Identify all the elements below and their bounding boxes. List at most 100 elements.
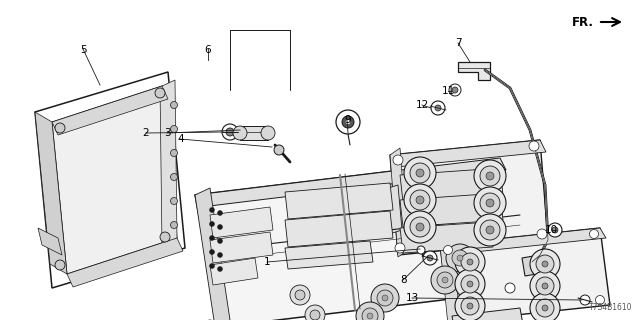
Circle shape [431,101,445,115]
Circle shape [461,297,479,315]
Circle shape [431,266,459,294]
Circle shape [55,123,65,133]
Circle shape [336,110,360,134]
Polygon shape [440,238,460,320]
Text: 5: 5 [80,44,86,55]
Circle shape [536,299,554,317]
Circle shape [209,236,214,241]
Circle shape [474,214,506,246]
Circle shape [342,116,354,128]
Polygon shape [35,72,185,288]
Text: 12: 12 [416,100,429,110]
Text: 8: 8 [400,275,406,285]
Circle shape [542,261,548,267]
Polygon shape [285,241,373,269]
Circle shape [295,290,305,300]
Circle shape [209,221,214,227]
Polygon shape [382,185,402,235]
Polygon shape [390,140,546,167]
Polygon shape [38,228,62,255]
Polygon shape [285,211,393,247]
Circle shape [393,155,403,165]
Circle shape [548,223,562,237]
Polygon shape [67,238,183,287]
Circle shape [444,245,452,254]
Polygon shape [210,258,258,285]
Text: 11: 11 [442,86,454,96]
Text: FR.: FR. [572,15,594,28]
Polygon shape [522,254,548,276]
Circle shape [367,313,373,319]
Circle shape [449,84,461,96]
Circle shape [222,124,238,140]
Circle shape [371,284,399,312]
Text: 9: 9 [344,115,351,125]
Circle shape [410,163,430,183]
Circle shape [452,87,458,93]
Circle shape [310,310,320,320]
Polygon shape [195,158,506,207]
Circle shape [505,283,515,293]
Circle shape [529,141,539,151]
Circle shape [218,267,223,271]
Circle shape [410,190,430,210]
Circle shape [461,253,479,271]
Circle shape [474,187,506,219]
Circle shape [542,283,548,289]
Circle shape [404,157,436,189]
Circle shape [417,246,425,254]
Circle shape [55,260,65,270]
Circle shape [480,220,500,240]
Circle shape [474,160,506,192]
Circle shape [170,149,177,156]
Polygon shape [240,126,268,140]
Circle shape [552,227,558,233]
Circle shape [209,250,214,254]
Polygon shape [400,168,503,202]
Circle shape [427,255,433,261]
Circle shape [536,277,554,295]
Circle shape [446,244,474,272]
Circle shape [467,259,473,265]
Text: 3: 3 [164,128,171,138]
Circle shape [155,88,165,98]
Text: 10: 10 [545,225,558,235]
Circle shape [530,249,560,279]
Circle shape [305,305,325,320]
Circle shape [416,223,424,231]
Polygon shape [285,183,393,219]
Circle shape [261,126,275,140]
Circle shape [480,193,500,213]
Circle shape [209,263,214,268]
Polygon shape [458,62,490,80]
Text: T7S4B1610: T7S4B1610 [589,303,632,312]
Circle shape [467,303,473,309]
Circle shape [530,271,560,301]
Circle shape [455,247,485,277]
Circle shape [170,173,177,180]
Circle shape [461,275,479,293]
Polygon shape [440,228,610,320]
Circle shape [218,252,223,258]
Circle shape [530,293,560,320]
Circle shape [455,269,485,299]
Polygon shape [160,80,177,245]
Circle shape [410,217,430,237]
Text: 6: 6 [205,44,211,55]
Polygon shape [195,158,525,320]
Circle shape [589,229,598,238]
Polygon shape [52,86,168,135]
Circle shape [536,255,554,273]
Circle shape [404,211,436,243]
Polygon shape [390,140,548,255]
Circle shape [404,184,436,216]
Polygon shape [52,86,177,274]
Text: 13: 13 [406,293,419,303]
Circle shape [457,255,463,261]
Circle shape [486,172,494,180]
Text: 4: 4 [177,134,184,144]
Polygon shape [390,148,408,257]
Circle shape [537,229,547,239]
Polygon shape [210,207,273,238]
Circle shape [452,250,468,266]
